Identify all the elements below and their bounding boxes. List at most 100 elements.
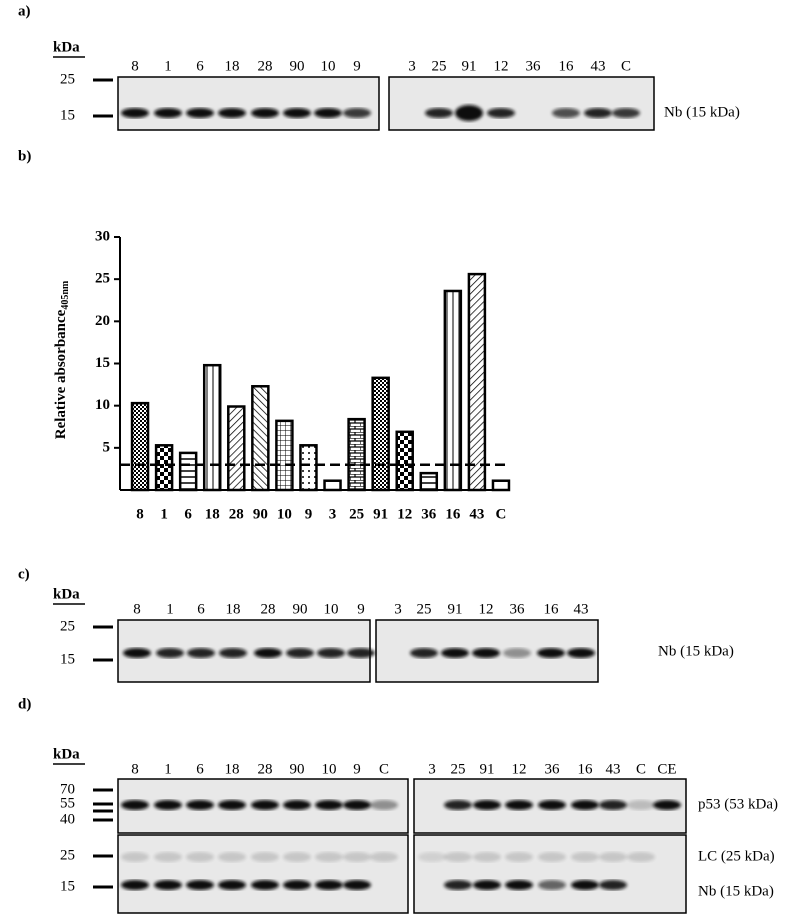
lane-label: 36 xyxy=(526,58,542,74)
blot-band xyxy=(186,852,214,862)
blot-band xyxy=(584,108,612,118)
lane-label: 8 xyxy=(131,761,139,777)
lane-label: 25 xyxy=(417,601,432,617)
blot-band xyxy=(571,852,599,862)
band-label: p53 (53 kDa) xyxy=(698,796,778,812)
blot-band xyxy=(218,800,246,810)
x-tick-label: 3 xyxy=(329,506,337,522)
blot-band xyxy=(187,648,215,658)
bar xyxy=(130,401,150,492)
x-tick-label: 8 xyxy=(136,506,144,522)
marker-label: 25 xyxy=(60,847,75,863)
blot-band xyxy=(315,852,343,862)
marker-label: 15 xyxy=(60,878,75,894)
lane-label: 16 xyxy=(559,58,575,74)
lane-label: 18 xyxy=(225,58,240,74)
unit-label: kDa xyxy=(53,39,80,55)
blot-band xyxy=(505,852,533,862)
blot-membrane xyxy=(117,76,380,131)
blot-band xyxy=(218,880,246,890)
lane-label: 10 xyxy=(322,761,337,777)
lane-label: 6 xyxy=(196,58,204,74)
lane-label: 10 xyxy=(324,601,339,617)
lane-label: 90 xyxy=(290,58,305,74)
blot-band xyxy=(370,852,398,862)
lane-label: 91 xyxy=(462,58,477,74)
lane-label: 90 xyxy=(290,761,305,777)
blot-band xyxy=(186,880,214,890)
x-tick-label: 36 xyxy=(421,506,437,522)
bar xyxy=(323,479,342,492)
y-tick-label: 30 xyxy=(95,228,110,244)
lane-label: 12 xyxy=(512,761,527,777)
blot-band xyxy=(251,800,279,810)
lane-label: 9 xyxy=(353,761,361,777)
blot-band xyxy=(121,108,149,118)
blot-band xyxy=(571,880,599,890)
blot-band xyxy=(283,108,311,118)
blot-band xyxy=(410,648,438,658)
lane-label: 6 xyxy=(197,601,205,617)
blot-band xyxy=(627,852,655,862)
lane-label: 43 xyxy=(574,601,589,617)
blot-band xyxy=(121,880,149,890)
blot-band xyxy=(441,648,469,658)
lane-label: 1 xyxy=(164,58,172,74)
lane-label: 9 xyxy=(357,601,365,617)
x-tick-label: 25 xyxy=(349,506,364,522)
bar xyxy=(178,451,198,492)
blot-band xyxy=(343,108,371,118)
blot-band xyxy=(472,648,500,658)
marker-label: 40 xyxy=(60,811,75,827)
marker-label: 25 xyxy=(60,71,75,87)
blot-band xyxy=(251,880,279,890)
marker-label: 15 xyxy=(60,651,75,667)
lane-label: 1 xyxy=(166,601,174,617)
y-tick-label: 10 xyxy=(95,397,110,413)
lane-label: C xyxy=(636,761,646,777)
lane-label: 12 xyxy=(494,58,509,74)
x-tick-label: 1 xyxy=(160,506,168,522)
x-tick-label: 43 xyxy=(469,506,484,522)
bar xyxy=(275,419,294,492)
blot-band xyxy=(283,800,311,810)
blot-band xyxy=(612,108,640,118)
lane-label: 91 xyxy=(448,601,463,617)
blot-band xyxy=(317,648,345,658)
blot-band xyxy=(538,852,566,862)
bar xyxy=(467,272,487,492)
blot-band xyxy=(254,648,282,658)
bar xyxy=(202,363,222,492)
x-tick-label: 10 xyxy=(277,506,292,522)
blot-band xyxy=(347,648,375,658)
bar xyxy=(371,376,390,492)
blot-band xyxy=(599,880,627,890)
bar xyxy=(419,471,439,492)
band-label: LC (25 kDa) xyxy=(698,848,775,864)
y-axis-label: Relative absorbance405nm xyxy=(53,280,71,439)
bar xyxy=(347,417,366,492)
blot-band xyxy=(552,108,580,118)
y-tick-label: 20 xyxy=(95,313,110,329)
blot-band xyxy=(154,852,182,862)
lane-label: 91 xyxy=(480,761,495,777)
lane-label: C xyxy=(379,761,389,777)
bar xyxy=(491,479,511,492)
blot-band xyxy=(251,108,279,118)
blot-band xyxy=(473,800,501,810)
lane-label: CE xyxy=(657,761,676,777)
marker-label: 15 xyxy=(60,107,75,123)
lane-label: 3 xyxy=(408,58,416,74)
lane-label: 36 xyxy=(545,761,561,777)
lane-label: 8 xyxy=(133,601,141,617)
blot-band xyxy=(315,800,343,810)
x-tick-label: 9 xyxy=(305,506,313,522)
lane-label: 16 xyxy=(544,601,560,617)
band-label: Nb (15 kDa) xyxy=(698,883,774,899)
blot-band xyxy=(343,852,371,862)
blot-band xyxy=(505,800,533,810)
bar xyxy=(251,385,270,492)
blot-band xyxy=(538,800,566,810)
blot-band xyxy=(473,852,501,862)
unit-label: kDa xyxy=(53,746,80,762)
